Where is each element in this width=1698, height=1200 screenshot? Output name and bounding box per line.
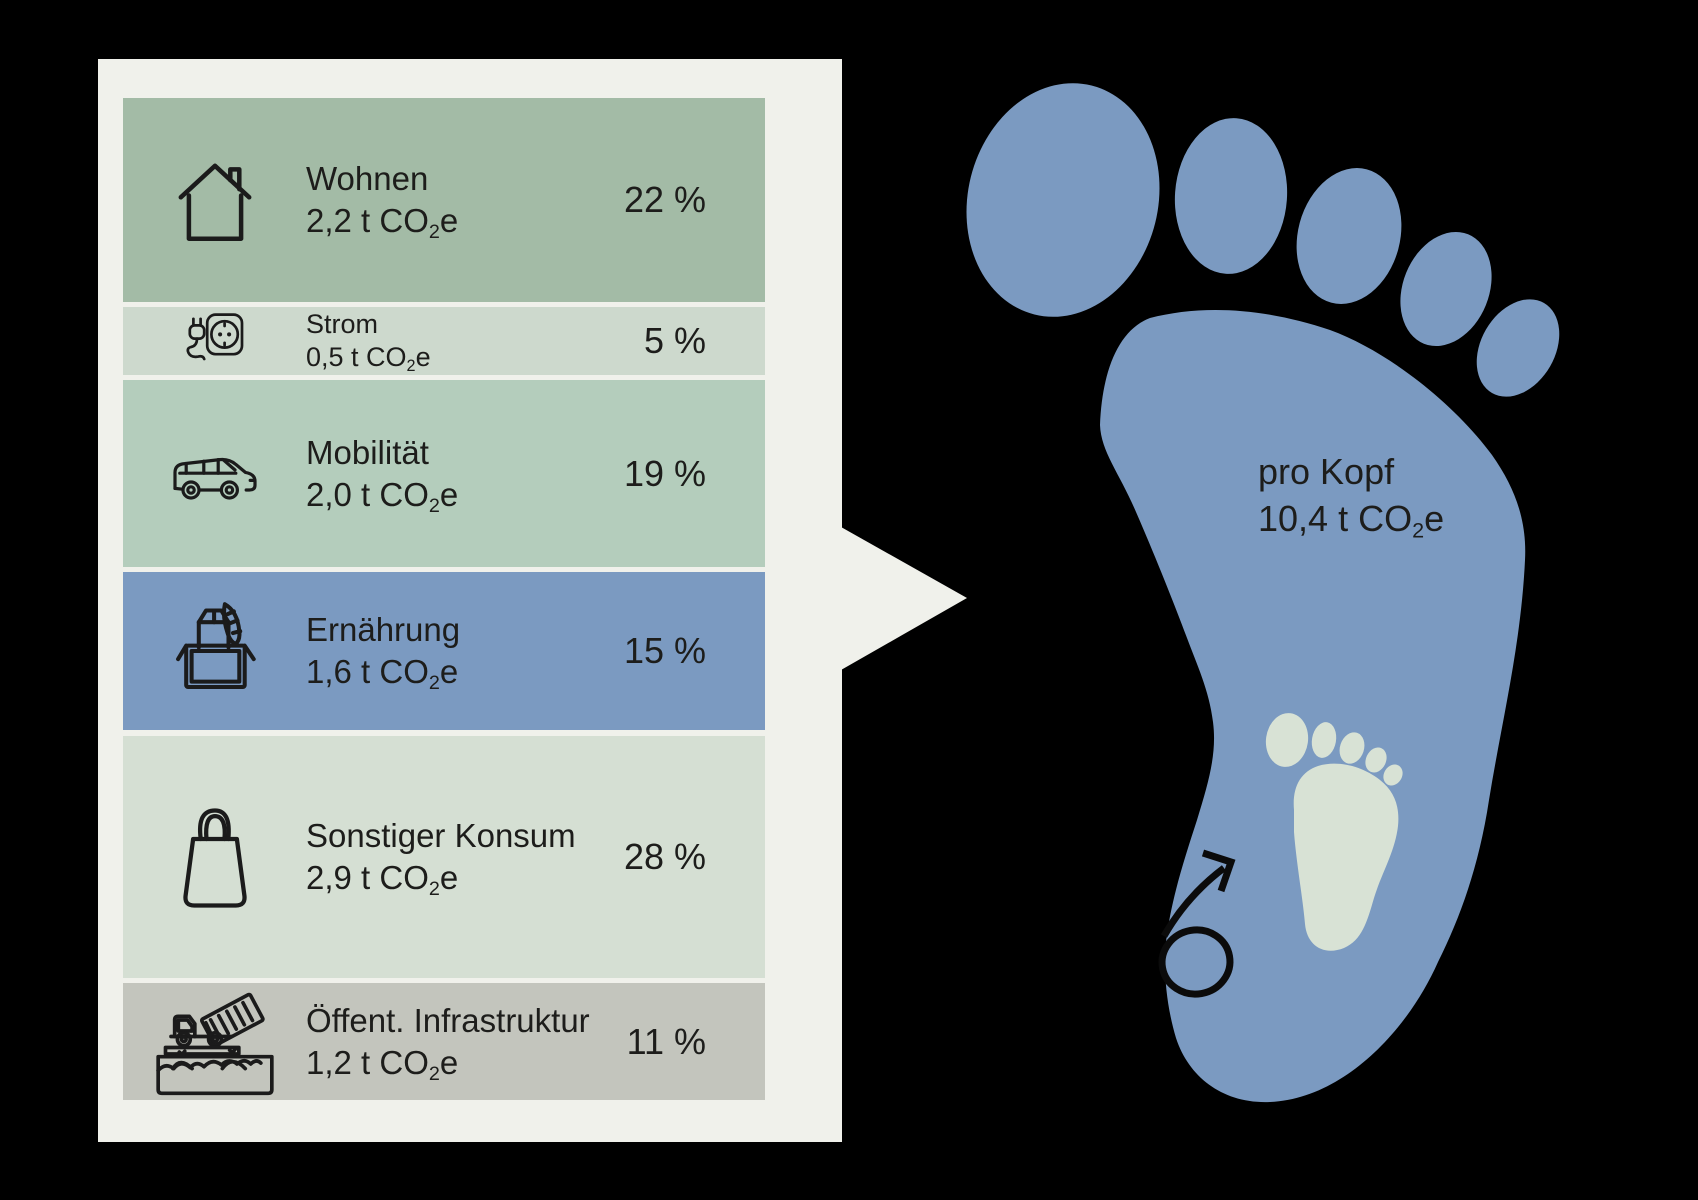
category-label: Ernährung [306,611,461,648]
shopping-bag-icon [123,799,306,915]
category-percent: 28 % [623,836,706,877]
category-value: 2,9 t CO2e [306,859,459,900]
category-value: 0,5 t CO2e [306,342,431,375]
groceries-icon [123,588,306,714]
category-row-infrastruktur: Öffent. Infrastruktur 1,2 t CO2e 11 % [123,983,765,1100]
house-icon [123,155,306,245]
big-foot-toe [966,83,1160,317]
category-row-ernaehrung: Ernährung 1,6 t CO2e 15 % [123,572,765,730]
plug-socket-icon [123,311,306,371]
category-row-strom: Strom 0,5 t CO2e 5 % [123,307,765,375]
big-foot-sole [1100,309,1526,1103]
big-foot-toe [1174,118,1288,274]
category-row-sonstiger-konsum: Sonstiger Konsum 2,9 t CO2e 28 % [123,736,765,978]
per-capita-label: pro Kopf 10,4 t CO2e [1258,448,1444,542]
category-percent: 15 % [623,630,706,671]
category-percent: 22 % [623,179,706,220]
big-foot-toe [1400,231,1492,347]
van-icon [123,445,306,503]
footprint-graphic [966,83,1560,1103]
category-label: Sonstiger Konsum [306,817,576,854]
category-value: 2,0 t CO2e [306,475,459,517]
category-row-mobilitaet: Mobilität 2,0 t CO2e 19 % [123,380,765,567]
category-label: Öffent. Infrastruktur [306,1001,590,1039]
dump-truck-icon [123,987,306,1097]
category-value: 1,6 t CO2e [306,653,459,694]
category-label: Strom [306,309,379,339]
category-value: 1,2 t CO2e [306,1043,459,1085]
category-panel: Wohnen 2,2 t CO2e 22 % [98,59,842,1142]
small-footprint [1265,713,1403,951]
category-value: 2,2 t CO2e [306,202,459,243]
category-percent: 11 % [626,1020,706,1062]
category-percent: 19 % [623,452,706,494]
category-percent: 5 % [643,320,706,361]
category-label: Wohnen [306,160,429,197]
arrow-to-small-footprint-icon [1158,849,1236,998]
category-label: Mobilität [306,433,429,471]
category-row-wohnen: Wohnen 2,2 t CO2e 22 % [123,98,765,302]
per-capita-line2: 10,4 t CO2e [1258,498,1445,543]
big-foot-toe [1476,299,1560,397]
per-capita-line1: pro Kopf [1258,451,1395,492]
big-foot-toe [1296,168,1402,304]
speech-bubble-pointer-icon [841,527,967,670]
